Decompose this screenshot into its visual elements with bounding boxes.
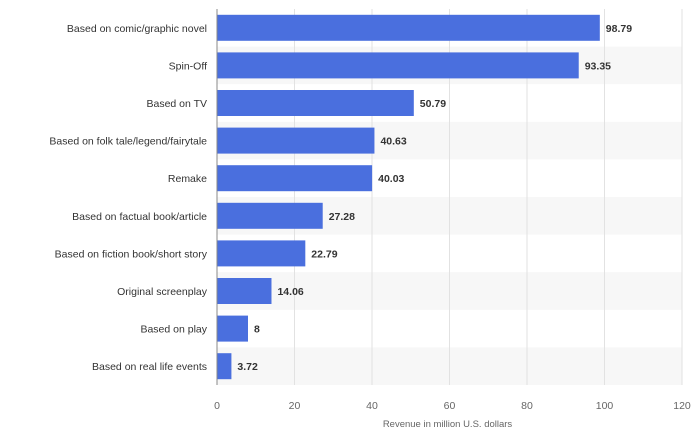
value-label: 14.06 xyxy=(277,286,303,298)
x-tick-label: 100 xyxy=(596,400,614,412)
x-tick-label: 60 xyxy=(444,400,456,412)
category-label: Based on TV xyxy=(146,98,207,110)
value-label: 22.79 xyxy=(311,248,337,260)
category-label: Based on comic/graphic novel xyxy=(67,23,207,35)
value-label: 3.72 xyxy=(237,361,258,373)
category-label: Based on fiction book/short story xyxy=(55,248,208,260)
bar xyxy=(217,127,375,154)
bar xyxy=(217,240,306,267)
bars xyxy=(217,14,600,380)
category-label: Spin-Off xyxy=(169,60,207,72)
value-labels: 98.79 93.35 50.79 40.63 40.03 27.28 22.79 14.06… xyxy=(237,23,632,373)
bar xyxy=(217,52,579,79)
category-label: Based on play xyxy=(140,324,207,336)
value-label: 27.28 xyxy=(329,211,355,223)
bar xyxy=(217,278,272,304)
bar xyxy=(217,90,414,116)
bar xyxy=(217,165,373,192)
x-tick-label: 20 xyxy=(289,400,301,412)
value-label: 40.03 xyxy=(378,173,404,185)
value-label: 40.63 xyxy=(380,136,406,148)
x-tick-label: 120 xyxy=(673,400,691,412)
category-label: Original screenplay xyxy=(117,286,208,298)
value-label: 8 xyxy=(254,324,260,336)
bar xyxy=(217,315,248,342)
x-tick-label: 40 xyxy=(366,400,378,412)
value-label: 93.35 xyxy=(585,60,611,72)
category-label: Remake xyxy=(168,173,207,185)
value-label: 98.79 xyxy=(606,23,632,35)
bar xyxy=(217,14,600,41)
x-tick-label: 80 xyxy=(521,400,533,412)
value-label: 50.79 xyxy=(420,98,446,110)
x-axis-title: Revenue in million U.S. dollars xyxy=(383,419,513,430)
bar xyxy=(217,353,232,380)
x-tick-label: 0 xyxy=(214,400,220,412)
category-label: Based on folk tale/legend/fairytale xyxy=(49,136,207,148)
category-label: Based on real life events xyxy=(92,361,207,373)
x-tick-labels: 0 20 40 60 80 100 120 xyxy=(214,400,691,412)
category-labels: Based on comic/graphic novel Spin-Off Base… xyxy=(49,23,207,373)
category-label: Based on factual book/article xyxy=(72,211,207,223)
bar xyxy=(217,202,323,229)
